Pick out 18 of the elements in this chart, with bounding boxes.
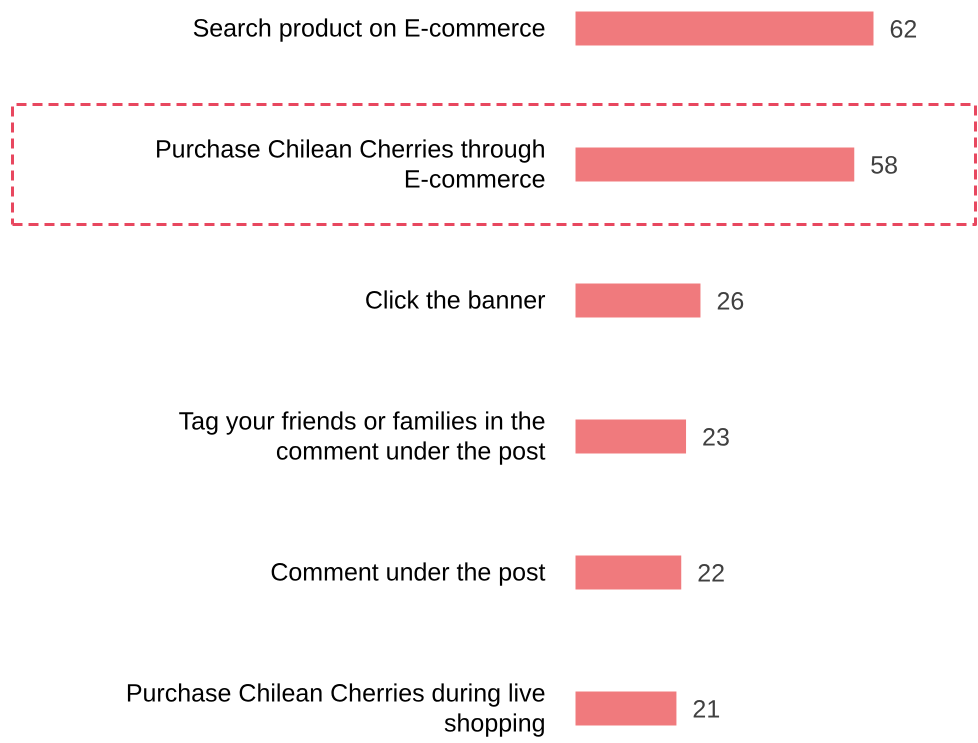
data-label: 22 [697, 560, 726, 588]
bar [576, 692, 676, 726]
data-label: 26 [716, 288, 744, 316]
y-tick-label: Comment under the post [270, 558, 546, 586]
data-label: 62 [890, 16, 918, 44]
y-tick-label: Click the banner [364, 286, 546, 314]
y-tick-label: Purchase Chilean Cherries during live shopping [126, 680, 546, 738]
y-tick-label: Purchase Chilean Cherries through E-commerce [155, 136, 546, 194]
data-label: 23 [702, 424, 730, 452]
bar [576, 148, 854, 182]
bar [576, 284, 700, 318]
y-tick-label: Search product on E-commerce [192, 14, 546, 42]
data-label: 21 [692, 696, 720, 724]
bar [576, 556, 682, 590]
data-label: 58 [870, 152, 898, 180]
bar [576, 12, 874, 46]
y-tick-label: Tag your friends or families in the comment under the post [178, 408, 546, 466]
bar [576, 420, 686, 454]
